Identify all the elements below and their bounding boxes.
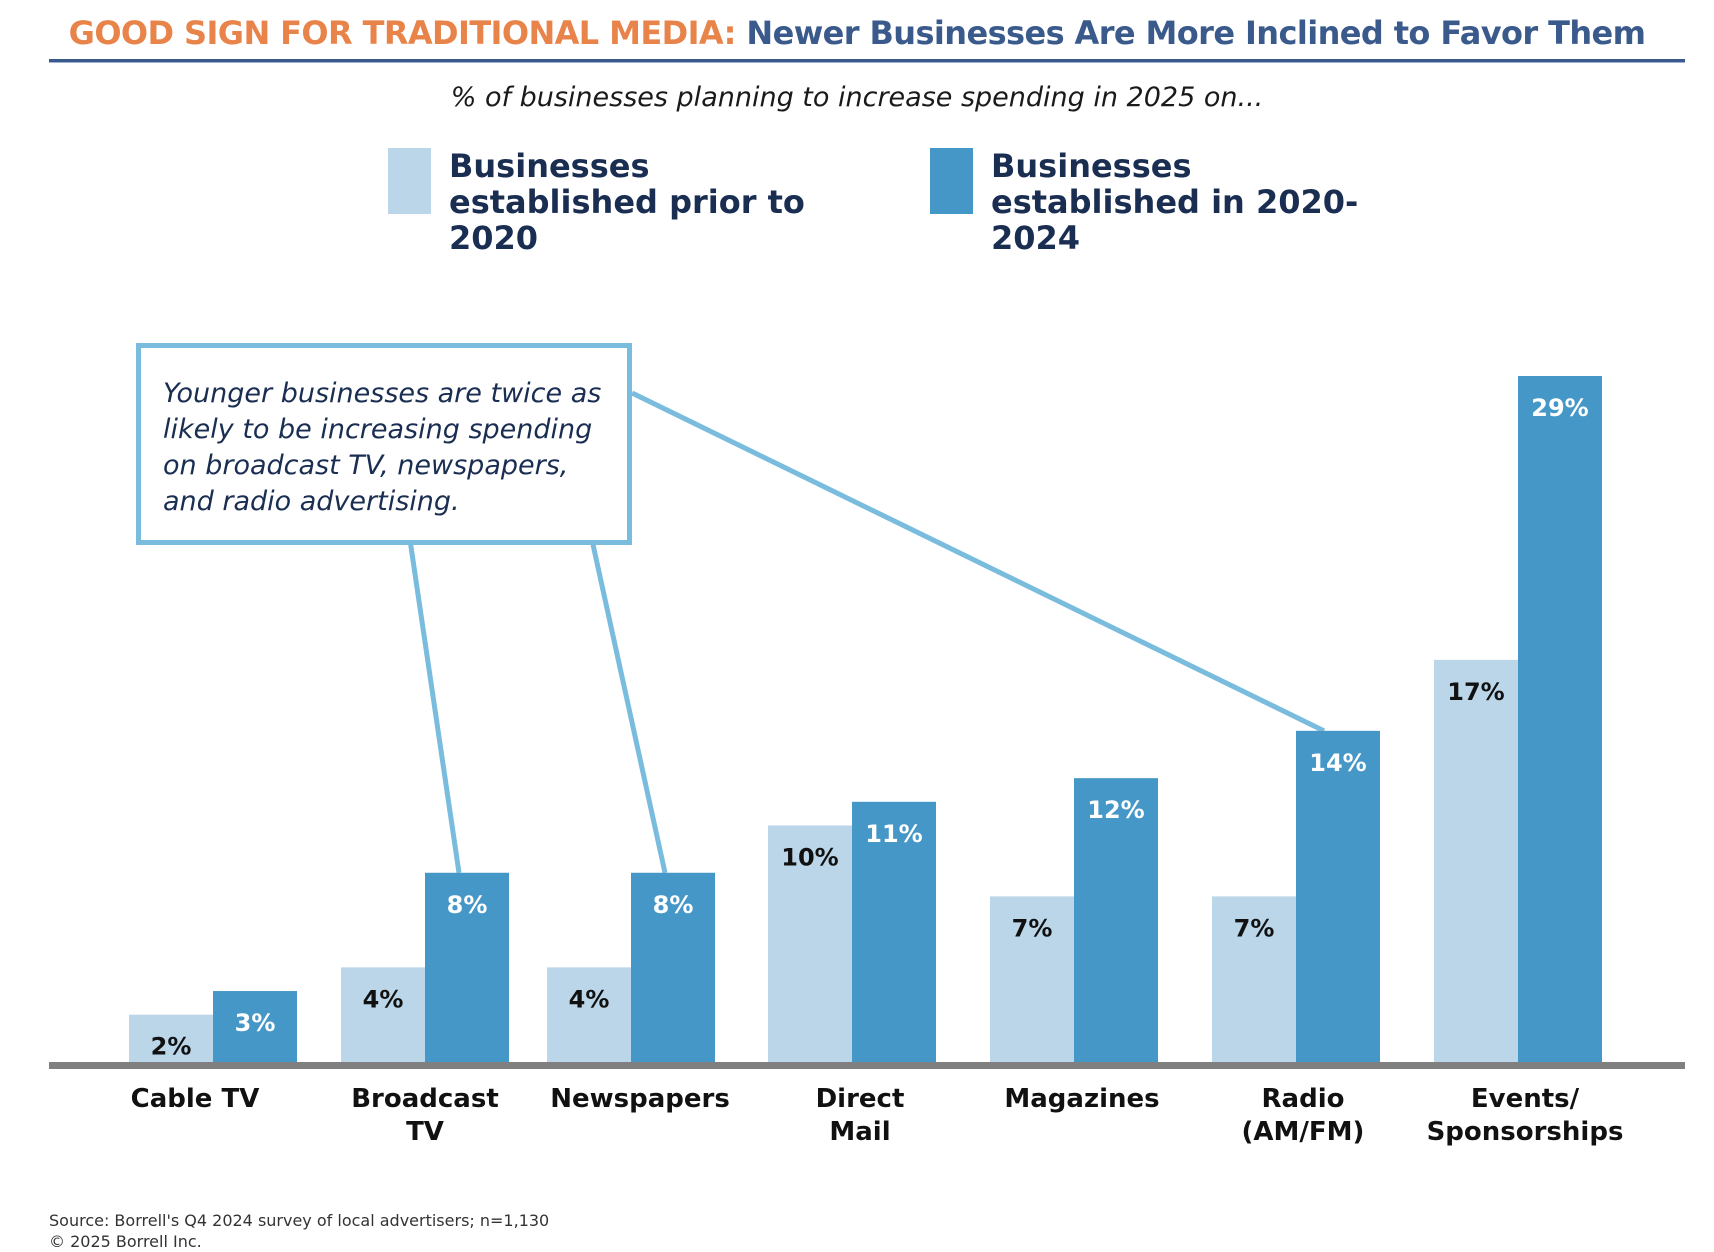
copyright-text: © 2025 Borrell Inc.	[49, 1232, 202, 1251]
category-label-4-0: Magazines	[1004, 1084, 1159, 1114]
bars	[129, 376, 1602, 1062]
bar-label-newer-5: 14%	[1309, 749, 1366, 777]
legend-item-older: Businesses established prior to 2020	[388, 148, 869, 256]
chart-title: GOOD SIGN FOR TRADITIONAL MEDIA: Newer B…	[0, 14, 1714, 52]
chart-baseline	[49, 1062, 1685, 1069]
bar-newer-2	[631, 872, 715, 1062]
bar-older-6	[1434, 659, 1518, 1062]
bar-newer-5	[1296, 730, 1380, 1062]
bar-older-4	[990, 896, 1074, 1062]
bar-newer-3	[852, 801, 936, 1062]
bar-older-1	[341, 967, 425, 1062]
title-divider	[49, 59, 1685, 63]
callout-leader-line-2	[589, 539, 668, 874]
bar-label-older-3: 10%	[781, 843, 838, 871]
bar-newer-0	[213, 991, 297, 1062]
bar-label-older-2: 4%	[569, 985, 610, 1013]
title-rest: Newer Businesses Are More Inclined to Fa…	[746, 14, 1646, 52]
callout-box: Younger businesses are twice as likely t…	[136, 343, 632, 545]
bar-label-newer-6: 29%	[1531, 394, 1588, 422]
category-label-3-0: Direct	[816, 1084, 905, 1114]
category-label-1-1: TV	[406, 1117, 444, 1147]
bar-label-older-5: 7%	[1234, 914, 1275, 942]
bar-label-newer-3: 11%	[865, 820, 922, 848]
chart-subtitle: % of businesses planning to increase spe…	[450, 82, 1264, 113]
legend-label-newer: Businesses established in 2020-2024	[991, 147, 1359, 257]
source-text: Source: Borrell's Q4 2024 survey of loca…	[49, 1211, 550, 1230]
category-label-3-1: Mail	[829, 1117, 890, 1147]
legend-swatch-older	[388, 148, 431, 214]
bar-newer-4	[1074, 778, 1158, 1062]
category-label-6-0: Events/	[1471, 1084, 1580, 1114]
legend-swatch-newer	[930, 148, 973, 214]
bar-label-older-0: 2%	[151, 1033, 192, 1061]
bar-label-older-1: 4%	[363, 985, 404, 1013]
callout-leader-line-5	[630, 390, 1326, 734]
callout-leaders	[407, 390, 1326, 874]
bar-label-older-6: 17%	[1447, 678, 1504, 706]
bar-older-0	[129, 1014, 213, 1062]
bar-older-2	[547, 967, 631, 1062]
callout-leader-line-1	[407, 539, 462, 874]
source-note: Source: Borrell's Q4 2024 survey of loca…	[49, 1210, 549, 1252]
callout-text: Younger businesses are twice as likely t…	[163, 378, 602, 517]
category-label-1-0: Broadcast	[351, 1084, 499, 1114]
category-label-6-1: Sponsorships	[1427, 1117, 1624, 1147]
legend-label-older: Businesses established prior to 2020	[449, 147, 805, 257]
bar-newer-1	[425, 872, 509, 1062]
legend-item-newer: Businesses established in 2020-2024	[930, 148, 1411, 256]
bar-value-labels: 2% 4% 4% 10% 7% 7% 17% 3% 8% 8% 11% 12% 14% 29%	[151, 394, 1589, 1061]
bar-older-5	[1212, 896, 1296, 1062]
category-label-0-0: Cable TV	[131, 1084, 260, 1114]
bar-older-3	[768, 825, 852, 1062]
title-prefix: GOOD SIGN FOR TRADITIONAL MEDIA:	[68, 14, 737, 52]
bar-label-older-4: 7%	[1012, 914, 1053, 942]
category-label-2-0: Newspapers	[550, 1084, 730, 1114]
bar-label-newer-4: 12%	[1087, 796, 1144, 824]
category-label-5-0: Radio	[1262, 1084, 1345, 1114]
bar-label-newer-1: 8%	[447, 891, 488, 919]
bar-newer-6	[1518, 376, 1602, 1062]
bar-label-newer-0: 3%	[235, 1009, 276, 1037]
category-label-5-1: (AM/FM)	[1242, 1117, 1365, 1147]
bar-label-newer-2: 8%	[653, 891, 694, 919]
